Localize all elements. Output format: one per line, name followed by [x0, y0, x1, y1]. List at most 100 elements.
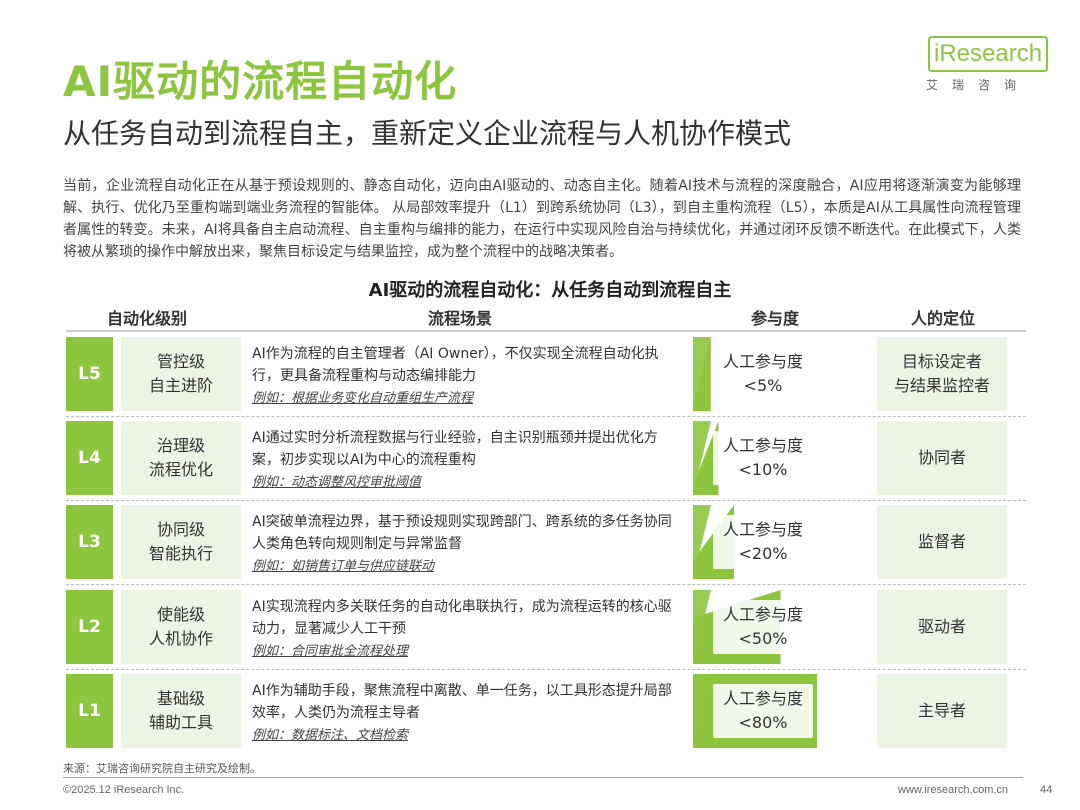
- participation-edge: [693, 337, 711, 411]
- scene-text: AI实现流程内多关联任务的自动化串联执行，成为流程运转的核心驱动力，显著减少人工…: [252, 599, 672, 637]
- participation-title: 人工参与度: [722, 689, 803, 708]
- header-participation: 参与度: [750, 309, 799, 328]
- header-level: 自动化级别: [106, 309, 187, 328]
- table-title: AI驱动的流程自动化：从任务自动到流程自主: [368, 280, 732, 301]
- footer-divider: [63, 777, 1023, 778]
- participation-shape: [693, 337, 711, 411]
- table-row: L2 使能级 人机协作 AI实现流程内多关联任务的自动化串联执行，成为流程运转的核心驱…: [66, 590, 1026, 670]
- scene-example: 例如：动态调整风控审批阈值: [252, 475, 422, 490]
- scene-text: AI作为辅助手段，聚焦流程中离散、单一任务，以工具形态提升局部效率，人类仍为流程…: [252, 683, 672, 721]
- table-row: L5 管控级 自主进阶 AI作为流程的自主管理者（AI Owner），不仅实现全流程自…: [66, 337, 1026, 417]
- intro-paragraph: 当前，企业流程自动化正在从基于预设规则的、静态自动化，迈向由AI驱动的、动态自主…: [63, 178, 1021, 260]
- level-badge: L4: [66, 421, 113, 495]
- category-line-2: 人机协作: [148, 629, 213, 648]
- header-role: 人的定位: [910, 309, 975, 328]
- page-title: AI驱动的流程自动化: [63, 57, 458, 106]
- scene-description: AI通过实时分析流程数据与行业经验，自主识别瓶颈并提出优化方案，初步实现以AI为…: [252, 427, 682, 494]
- role-line-1: 协同者: [917, 448, 966, 467]
- participation-title: 人工参与度: [722, 520, 803, 539]
- table-row: L3 协同级 智能执行 AI突破单流程边界，基于预设规则实现跨部门、跨系统的多任务协同…: [66, 505, 1026, 585]
- participation-fill: [693, 421, 719, 495]
- category-line-1: 治理级: [156, 436, 205, 455]
- scene-text: AI通过实时分析流程数据与行业经验，自主识别瓶颈并提出优化方案，初步实现以AI为…: [252, 430, 658, 468]
- website: www.iresearch.com.cn: [898, 784, 1009, 796]
- human-role: 监督者: [877, 505, 1007, 579]
- participation-title: 人工参与度: [722, 605, 803, 624]
- level-badge: L5: [66, 337, 113, 411]
- scene-description: AI突破单流程边界，基于预设规则实现跨部门、跨系统的多任务协同人类角色转向规则制…: [252, 511, 682, 578]
- table-row: L1 基础级 辅助工具 AI作为辅助手段，聚焦流程中离散、单一任务，以工具形态提升局部…: [66, 674, 1026, 748]
- level-badge: L2: [66, 590, 113, 664]
- source-note: 来源：艾瑞咨询研究院自主研究及绘制。: [63, 762, 261, 775]
- logo-cn-text: 艾瑞咨询: [926, 78, 1031, 92]
- scene-description: AI实现流程内多关联任务的自动化串联执行，成为流程运转的核心驱动力，显著减少人工…: [252, 596, 682, 663]
- category-line-2: 流程优化: [148, 460, 213, 479]
- participation-bar: 人工参与度 <5%: [693, 337, 817, 411]
- participation-label: 人工参与度 <50%: [713, 600, 813, 654]
- row-divider: [66, 500, 1026, 501]
- participation-value: <80%: [738, 713, 788, 732]
- category-line-2: 智能执行: [148, 544, 213, 563]
- level-badge: L1: [66, 674, 113, 748]
- category-line-1: 管控级: [156, 352, 205, 371]
- level-badge: L3: [66, 505, 113, 579]
- scene-example: 例如：合同审批全流程处理: [252, 644, 409, 659]
- participation-bar: 人工参与度 <50%: [693, 590, 817, 664]
- scene-text: AI作为流程的自主管理者（AI Owner），不仅实现全流程自动化执行，更具备流…: [252, 346, 659, 384]
- level-category: 协同级 智能执行: [121, 505, 241, 579]
- participation-label: 人工参与度 <80%: [713, 684, 813, 738]
- participation-shape: [693, 421, 719, 495]
- participation-label: 人工参与度 <5%: [713, 347, 813, 401]
- iresearch-logo: iResearch 艾瑞咨询: [924, 36, 1048, 96]
- participation-bar: 人工参与度 <80%: [693, 674, 817, 748]
- level-category: 基础级 辅助工具: [121, 674, 241, 748]
- participation-edge: [693, 674, 711, 748]
- participation-title: 人工参与度: [722, 352, 803, 371]
- category-line-2: 自主进阶: [148, 376, 213, 395]
- participation-value: <5%: [743, 376, 783, 395]
- participation-label: 人工参与度 <10%: [713, 431, 813, 485]
- scene-example: 例如：数据标注、文档检索: [252, 728, 409, 743]
- participation-bar: 人工参与度 <10%: [693, 421, 817, 495]
- human-role: 驱动者: [877, 590, 1007, 664]
- role-line-1: 驱动者: [917, 617, 966, 636]
- category-line-2: 辅助工具: [148, 713, 213, 732]
- participation-value: <50%: [738, 629, 788, 648]
- page-subtitle: 从任务自动到流程自主，重新定义企业流程与人机协作模式: [63, 117, 792, 150]
- header-scene: 流程场景: [427, 309, 492, 328]
- scene-text: AI突破单流程边界，基于预设规则实现跨部门、跨系统的多任务协同人类角色转向规则制…: [252, 514, 672, 552]
- level-category: 治理级 流程优化: [121, 421, 241, 495]
- role-line-1: 主导者: [917, 701, 966, 720]
- human-role: 协同者: [877, 421, 1007, 495]
- logo-frame: [928, 36, 1048, 72]
- human-role: 主导者: [877, 674, 1007, 748]
- scene-description: AI作为辅助手段，聚焦流程中离散、单一任务，以工具形态提升局部效率，人类仍为流程…: [252, 680, 682, 747]
- role-line-1: 目标设定者: [901, 352, 982, 371]
- category-line-1: 基础级: [156, 689, 205, 708]
- participation-value: <20%: [738, 544, 788, 563]
- role-line-2: 与结果监控者: [893, 376, 990, 395]
- participation-edge: [693, 505, 711, 579]
- participation-title: 人工参与度: [722, 436, 803, 455]
- row-divider: [66, 584, 1026, 585]
- logo-text: iResearch: [934, 40, 1043, 67]
- scene-description: AI作为流程的自主管理者（AI Owner），不仅实现全流程自动化执行，更具备流…: [252, 343, 682, 410]
- row-divider: [66, 416, 1026, 417]
- participation-label: 人工参与度 <20%: [713, 515, 813, 569]
- scene-example: 例如：根据业务变化自动重组生产流程: [252, 391, 474, 406]
- header-divider: [66, 330, 1026, 332]
- level-category: 管控级 自主进阶: [121, 337, 241, 411]
- row-divider: [66, 669, 1026, 670]
- table-row: L4 治理级 流程优化 AI通过实时分析流程数据与行业经验，自主识别瓶颈并提出优化方案…: [66, 421, 1026, 501]
- participation-bar: 人工参与度 <20%: [693, 505, 817, 579]
- copyright: ©2025.12 iResearch Inc.: [63, 784, 185, 796]
- category-line-1: 使能级: [156, 605, 205, 624]
- participation-value: <10%: [738, 460, 788, 479]
- participation-edge: [693, 590, 711, 664]
- category-line-1: 协同级: [156, 520, 205, 539]
- scene-example: 例如：如销售订单与供应链联动: [252, 559, 435, 574]
- human-role: 目标设定者与结果监控者: [877, 337, 1007, 411]
- level-category: 使能级 人机协作: [121, 590, 241, 664]
- participation-edge: [693, 421, 711, 495]
- page-number: 44: [1040, 784, 1053, 796]
